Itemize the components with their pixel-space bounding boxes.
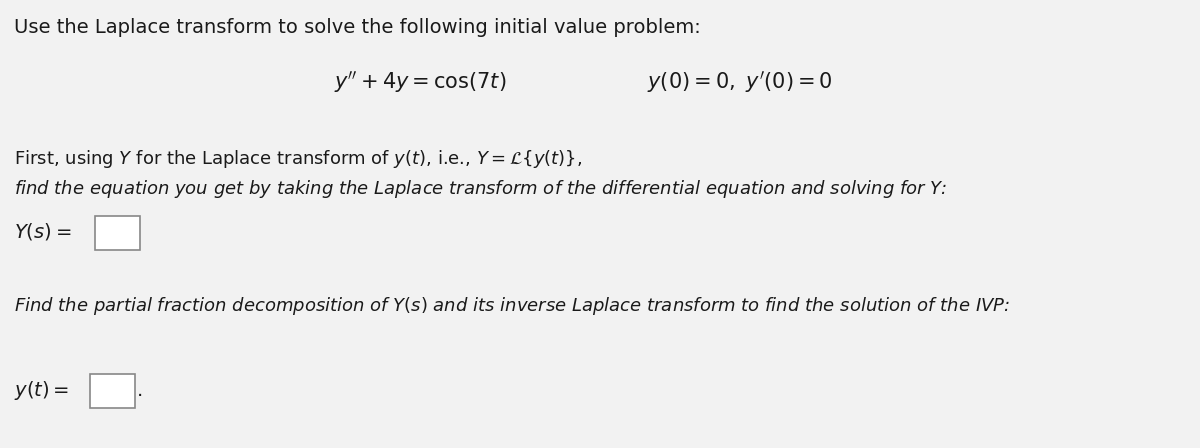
Text: $Y(s) =$: $Y(s) =$ [14, 221, 72, 242]
Text: First, using $Y$ for the Laplace transform of $y(t)$, i.e., $Y = \mathcal{L}\{y(: First, using $Y$ for the Laplace transfo… [14, 148, 582, 170]
Text: Use the Laplace transform to solve the following initial value problem:: Use the Laplace transform to solve the f… [14, 18, 701, 37]
FancyBboxPatch shape [95, 216, 140, 250]
Text: $y(t) =$: $y(t) =$ [14, 379, 70, 401]
FancyBboxPatch shape [90, 374, 134, 408]
Text: Find the partial fraction decomposition of $Y(s)$ and its inverse Laplace transf: Find the partial fraction decomposition … [14, 295, 1010, 317]
Text: find the equation you get by taking the Laplace transform of the differential eq: find the equation you get by taking the … [14, 178, 948, 200]
Text: $y'' + 4y = \cos(7t)$: $y'' + 4y = \cos(7t)$ [334, 69, 506, 95]
Text: $y(0) = 0,\ y'(0) = 0$: $y(0) = 0,\ y'(0) = 0$ [647, 69, 833, 95]
Text: .: . [137, 380, 143, 400]
